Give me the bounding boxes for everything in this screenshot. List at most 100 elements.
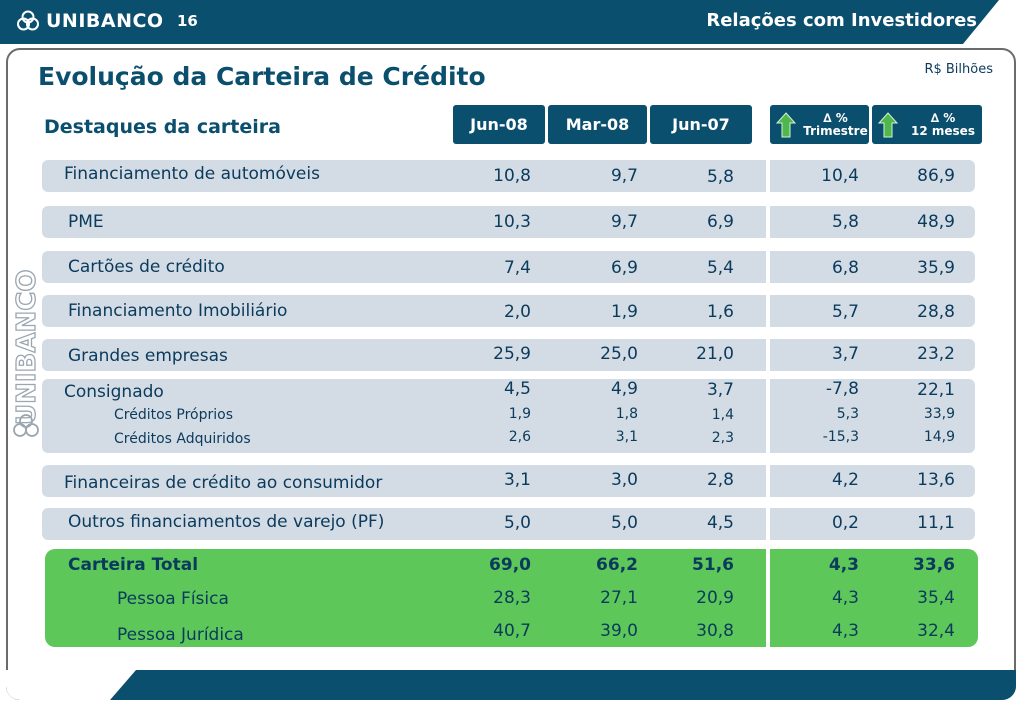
cell-proprios-mar08: 1,8 (615, 406, 638, 422)
cell-autos-jun07: 5,8 (706, 167, 734, 187)
cell-cartoes-dq: 6,8 (831, 258, 859, 278)
cell-outros-d12: 11,1 (917, 513, 955, 533)
row-band (42, 251, 975, 283)
top-bar (0, 0, 1023, 44)
row-band (42, 508, 975, 540)
table-subtitle: Destaques da carteira (44, 116, 281, 138)
cell-adquiridos-d12: 14,9 (923, 429, 955, 445)
row-band (42, 339, 975, 371)
cell-adquiridos-jun08: 2,6 (508, 429, 531, 445)
unit-label: R$ Bilhões (924, 62, 993, 77)
cell-pj-mar08: 39,0 (600, 621, 638, 641)
delta-12m-label: 12 meses (911, 123, 975, 138)
col-header-delta-quarter: ∆ % Trimestre (770, 105, 869, 144)
cell-pf-dq: 4,3 (831, 588, 859, 608)
cell-outros-jun07: 4,5 (706, 513, 734, 533)
cell-grandes-jun08: 25,9 (493, 344, 531, 364)
cell-cartoes-d12: 35,9 (917, 258, 955, 278)
cell-consig-dq: -7,8 (825, 379, 859, 399)
row-label-pf: Pessoa Física (117, 589, 229, 609)
cell-consig-mar08: 4,9 (610, 379, 638, 399)
cell-pf-mar08: 27,1 (600, 588, 638, 608)
unibanco-logo-icon (17, 10, 39, 31)
row-band (42, 465, 975, 497)
cell-pj-d12: 32,4 (917, 621, 955, 641)
up-arrow-icon (776, 111, 796, 137)
cell-imob-dq: 5,7 (831, 302, 859, 322)
vertical-brand-text: UNIBANCO (12, 270, 42, 425)
cell-adquiridos-mar08: 3,1 (615, 429, 638, 445)
cell-grandes-d12: 23,2 (917, 344, 955, 364)
vertical-brand-watermark: UNIBANCO (11, 269, 43, 437)
page-number: 16 (177, 12, 198, 30)
cell-pme-jun07: 6,9 (706, 212, 734, 232)
row-band (42, 295, 975, 327)
cell-autos-mar08: 9,7 (610, 166, 638, 186)
cell-financeiras-jun07: 2,8 (706, 470, 734, 490)
cell-autos-jun08: 10,8 (493, 166, 531, 186)
row-label-total: Carteira Total (68, 555, 199, 575)
brand-name: UNIBANCO (46, 10, 164, 32)
cell-pme-mar08: 9,7 (610, 212, 638, 232)
section-title: Relações com Investidores (706, 10, 977, 31)
delta-quarter-label: Trimestre (803, 123, 868, 138)
cell-consig-d12: 22,1 (917, 380, 955, 400)
cell-proprios-d12: 33,9 (923, 406, 955, 422)
row-label-proprios: Créditos Próprios (114, 407, 234, 423)
page-title: Evolução da Carteira de Crédito (38, 62, 486, 91)
col-header-delta-12m: ∆ % 12 meses (872, 105, 982, 144)
cell-pme-jun08: 10,3 (493, 212, 531, 232)
row-label-pme: PME (68, 212, 104, 232)
cell-imob-mar08: 1,9 (610, 302, 638, 322)
row-band (42, 206, 975, 238)
cell-total-jun07: 51,6 (692, 555, 734, 575)
cell-outros-jun08: 5,0 (503, 513, 531, 533)
row-label-cartoes: Cartões de crédito (68, 257, 225, 277)
cell-grandes-dq: 3,7 (831, 344, 859, 364)
bottom-bar (6, 670, 1016, 700)
cell-proprios-jun08: 1,9 (508, 406, 531, 422)
row-label-consignado: Consignado (64, 382, 164, 402)
cell-pf-jun07: 20,9 (696, 588, 734, 608)
vertical-logo-mark-icon (13, 414, 39, 437)
col-header-mar08: Mar-08 (548, 105, 647, 144)
cell-consig-jun08: 4,5 (503, 379, 531, 399)
up-arrow-icon (878, 111, 898, 137)
row-label-pj: Pessoa Jurídica (117, 625, 244, 645)
cell-pf-d12: 35,4 (917, 588, 955, 608)
row-label-adquiridos: Créditos Adquiridos (114, 431, 251, 447)
cell-financeiras-mar08: 3,0 (610, 470, 638, 490)
cell-pj-dq: 4,3 (831, 621, 859, 641)
cell-total-d12: 33,6 (913, 555, 955, 575)
cell-outros-dq: 0,2 (831, 513, 859, 533)
cell-imob-d12: 28,8 (917, 302, 955, 322)
cell-total-jun08: 69,0 (489, 555, 531, 575)
cell-financeiras-jun08: 3,1 (503, 470, 531, 490)
row-band (42, 379, 975, 453)
cell-financeiras-d12: 13,6 (917, 470, 955, 490)
total-band (45, 549, 978, 647)
row-label-grandes: Grandes empresas (68, 346, 228, 366)
cell-outros-mar08: 5,0 (610, 513, 638, 533)
col-header-jun07: Jun-07 (650, 105, 752, 144)
cell-consig-jun07: 3,7 (706, 380, 734, 400)
delta-quarter-symbol: ∆ % (823, 110, 848, 125)
cell-pj-jun07: 30,8 (696, 621, 734, 641)
cell-total-mar08: 66,2 (596, 555, 638, 575)
brand-logo: UNIBANCO (16, 9, 164, 33)
cell-cartoes-mar08: 6,9 (610, 258, 638, 278)
row-band (42, 160, 975, 192)
cell-pf-jun08: 28,3 (493, 588, 531, 608)
cell-pj-jun08: 40,7 (493, 621, 531, 641)
cell-autos-dq: 10,4 (821, 166, 859, 186)
row-label-autos: Financiamento de automóveis (64, 164, 320, 184)
cell-financeiras-dq: 4,2 (831, 470, 859, 490)
cell-pme-d12: 48,9 (917, 212, 955, 232)
cell-autos-d12: 86,9 (917, 166, 955, 186)
cell-grandes-jun07: 21,0 (696, 344, 734, 364)
cell-proprios-dq: 5,3 (836, 406, 859, 422)
delta-12m-symbol: ∆ % (930, 110, 956, 125)
cell-cartoes-jun08: 7,4 (503, 258, 531, 278)
cell-imob-jun07: 1,6 (706, 302, 734, 322)
cell-total-dq: 4,3 (828, 555, 859, 575)
